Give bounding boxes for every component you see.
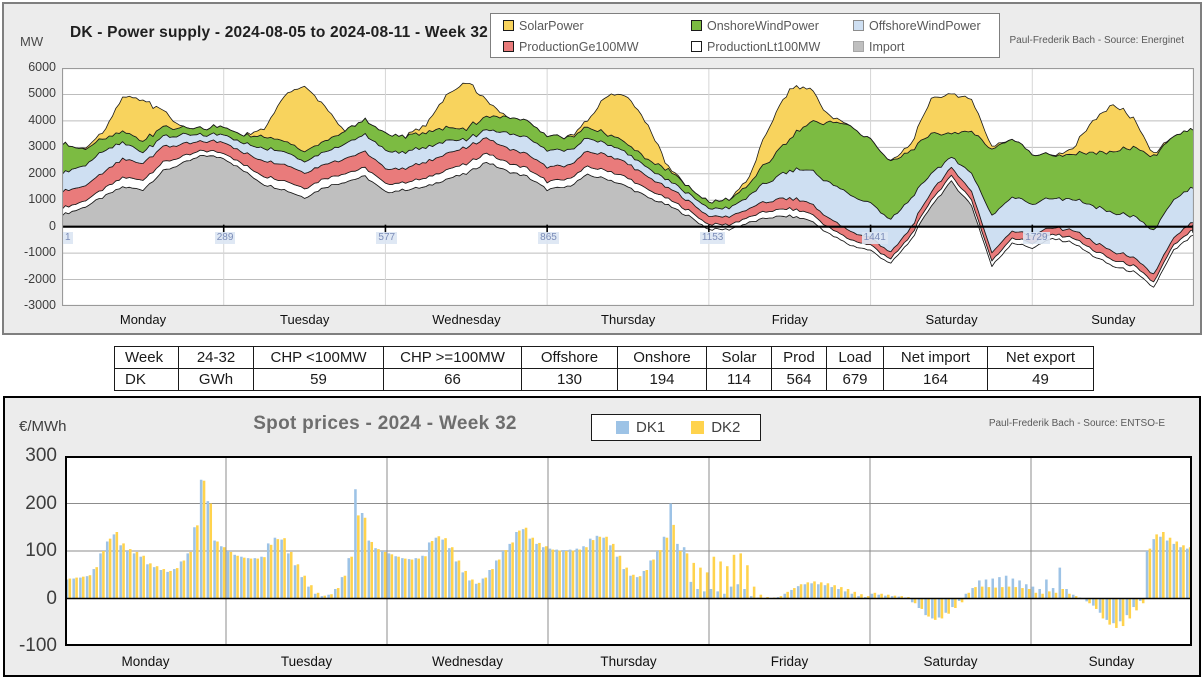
- day-label: Thursday: [600, 654, 657, 669]
- table-header-cell: Offshore: [521, 346, 618, 369]
- legend-item: OnshoreWindPower: [691, 19, 853, 33]
- day-label: Saturday: [923, 654, 978, 669]
- table-header-cell: Prod: [771, 346, 827, 369]
- y-axis-label: 0: [46, 587, 57, 609]
- table-cell: 130: [521, 368, 618, 391]
- table-cell: 66: [383, 368, 522, 391]
- y-axis-label: 1000: [28, 192, 56, 207]
- table-header-cell: CHP <100MW: [253, 346, 384, 369]
- legend-label: DK1: [636, 419, 666, 436]
- y-axis-label: -100: [18, 635, 57, 656]
- table-cell: 679: [826, 368, 884, 391]
- y-axis-label: 4000: [28, 112, 56, 127]
- y-axis-label: 0: [49, 218, 56, 233]
- spot-prices-legend: DK1 DK2: [591, 414, 762, 441]
- x-axis-tick: 865: [538, 231, 559, 244]
- day-label: Monday: [121, 654, 170, 669]
- summary-table: Week 24-32 CHP <100MW CHP >=100MW Offshore On…: [114, 346, 1094, 391]
- legend-item: OffshoreWindPower: [853, 19, 1003, 33]
- spot-prices-figure: €/MWh Spot prices - 2024 - Week 32 DK1 DK…: [3, 396, 1201, 677]
- summary-table-wrap: Week 24-32 CHP <100MW CHP >=100MW Offshore On…: [114, 346, 1094, 391]
- legend-swatch: [503, 20, 514, 31]
- x-axis-tick: 1441: [861, 231, 888, 244]
- source-credit-entsoe: Paul-Frederik Bach - Source: ENTSO-E: [988, 418, 1165, 429]
- table-header-cell: Net export: [987, 346, 1094, 369]
- y-axis-label: -2000: [24, 271, 56, 286]
- power-supply-title: DK - Power supply - 2024-08-05 to 2024-0…: [70, 24, 489, 41]
- y-axis-label: 200: [25, 492, 57, 514]
- legend-item: ProductionGe100MW: [503, 40, 691, 54]
- legend-label: OnshoreWindPower: [707, 18, 819, 33]
- y-axis-label: 2000: [28, 165, 56, 180]
- legend-swatch: [616, 421, 629, 434]
- table-cell: 59: [253, 368, 384, 391]
- day-label: Friday: [770, 654, 809, 669]
- legend-label: OffshoreWindPower: [869, 18, 981, 33]
- table-cell: 114: [706, 368, 772, 391]
- legend-item: DK1: [616, 419, 665, 436]
- y-axis-label: 300: [25, 445, 57, 466]
- legend-swatch: [691, 20, 702, 31]
- table-header-cell: Onshore: [617, 346, 707, 369]
- table-row: DK GWh 59 66 130 194 114 564 679 164 49: [114, 368, 1094, 391]
- day-label: Sunday: [1088, 654, 1135, 669]
- x-axis-tick: 289: [214, 231, 236, 244]
- legend-swatch: [853, 41, 864, 52]
- y-axis-label: 6000: [28, 60, 56, 74]
- mw-unit-label: MW: [20, 34, 44, 49]
- power-supply-legend: SolarPower OnshoreWindPower OffshoreWindPo…: [490, 13, 1000, 58]
- legend-label: Import: [869, 39, 905, 54]
- day-label: Tuesday: [280, 312, 330, 327]
- y-axis-label: 3000: [28, 139, 56, 154]
- spot-prices-chart: [65, 456, 1192, 646]
- table-cell: 564: [771, 368, 827, 391]
- table-cell: GWh: [178, 368, 254, 391]
- day-label: Saturday: [925, 312, 978, 327]
- table-header-cell: Solar: [706, 346, 772, 369]
- table-header-cell: Load: [826, 346, 884, 369]
- legend-item: SolarPower: [503, 19, 691, 33]
- source-credit-energinet: Paul-Frederik Bach - Source: Energinet: [1009, 35, 1184, 46]
- legend-label: DK2: [711, 419, 741, 436]
- day-label: Thursday: [601, 312, 656, 327]
- x-axis-tick: 1: [63, 231, 73, 244]
- table-header-cell: CHP >=100MW: [383, 346, 522, 369]
- day-label: Tuesday: [280, 654, 333, 669]
- legend-label: SolarPower: [519, 18, 584, 33]
- legend-swatch: [691, 41, 702, 52]
- power-supply-chart: [62, 68, 1194, 306]
- table-cell: 164: [883, 368, 988, 391]
- legend-swatch: [503, 41, 514, 52]
- table-cell: 194: [617, 368, 707, 391]
- x-axis-tick: 1729: [1023, 231, 1050, 244]
- day-label: Wednesday: [431, 654, 504, 669]
- day-label: Friday: [771, 312, 808, 327]
- legend-swatch: [853, 20, 864, 31]
- legend-swatch: [691, 421, 705, 434]
- table-header-cell: Week: [114, 346, 179, 369]
- day-label: Wednesday: [432, 312, 501, 327]
- table-cell: 49: [987, 368, 1094, 391]
- y-axis-label: 100: [25, 540, 57, 561]
- x-axis-tick: 577: [376, 231, 398, 244]
- legend-item: Import: [853, 40, 1003, 54]
- day-label: Sunday: [1091, 312, 1136, 327]
- day-label: Monday: [119, 312, 167, 327]
- x-axis-tick: 1153: [699, 231, 726, 244]
- y-axis-label: -3000: [24, 298, 56, 312]
- table-cell: DK: [114, 368, 179, 391]
- legend-item: ProductionLt100MW: [691, 40, 853, 54]
- legend-label: ProductionGe100MW: [519, 39, 639, 54]
- legend-label: ProductionLt100MW: [707, 39, 821, 54]
- table-header-cell: Net import: [883, 346, 988, 369]
- spot-prices-title: Spot prices - 2024 - Week 32: [253, 413, 517, 434]
- power-supply-figure: MW DK - Power supply - 2024-08-05 to 202…: [2, 2, 1202, 335]
- table-header-cell: 24-32: [178, 346, 254, 369]
- eur-mwh-unit-label: €/MWh: [19, 418, 67, 435]
- legend-item: DK2: [691, 419, 740, 436]
- y-axis-label: 5000: [28, 86, 56, 101]
- y-axis-label: -1000: [24, 245, 56, 260]
